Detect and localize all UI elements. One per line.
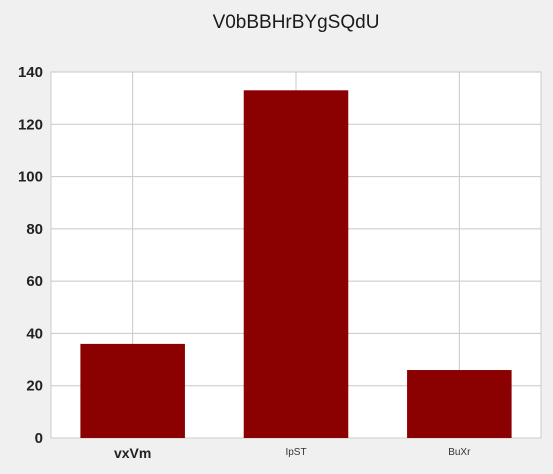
x-tick-label: vxVm [114, 445, 151, 461]
y-axis-ticks: 0 20 40 60 80 100 120 140 [18, 64, 43, 447]
y-tick-label: 40 [26, 325, 43, 342]
y-tick-label: 20 [26, 378, 43, 395]
bar-BuXr [407, 370, 512, 438]
y-tick-label: 60 [26, 273, 43, 290]
x-tick-label: BuXr [448, 447, 471, 458]
y-tick-label: 100 [18, 169, 43, 186]
bar-vxVm [80, 343, 185, 438]
y-tick-label: 120 [18, 116, 43, 133]
y-tick-label: 140 [18, 64, 43, 81]
bar-IpST [243, 90, 349, 439]
y-tick-label: 0 [35, 430, 43, 447]
bars [80, 90, 512, 439]
x-tick-label: IpST [285, 447, 306, 458]
chart-title: V0bBBHrBYgSQdU [213, 12, 380, 33]
y-tick-label: 80 [26, 221, 43, 238]
x-axis-ticks: vxVm IpST BuXr [114, 445, 471, 461]
